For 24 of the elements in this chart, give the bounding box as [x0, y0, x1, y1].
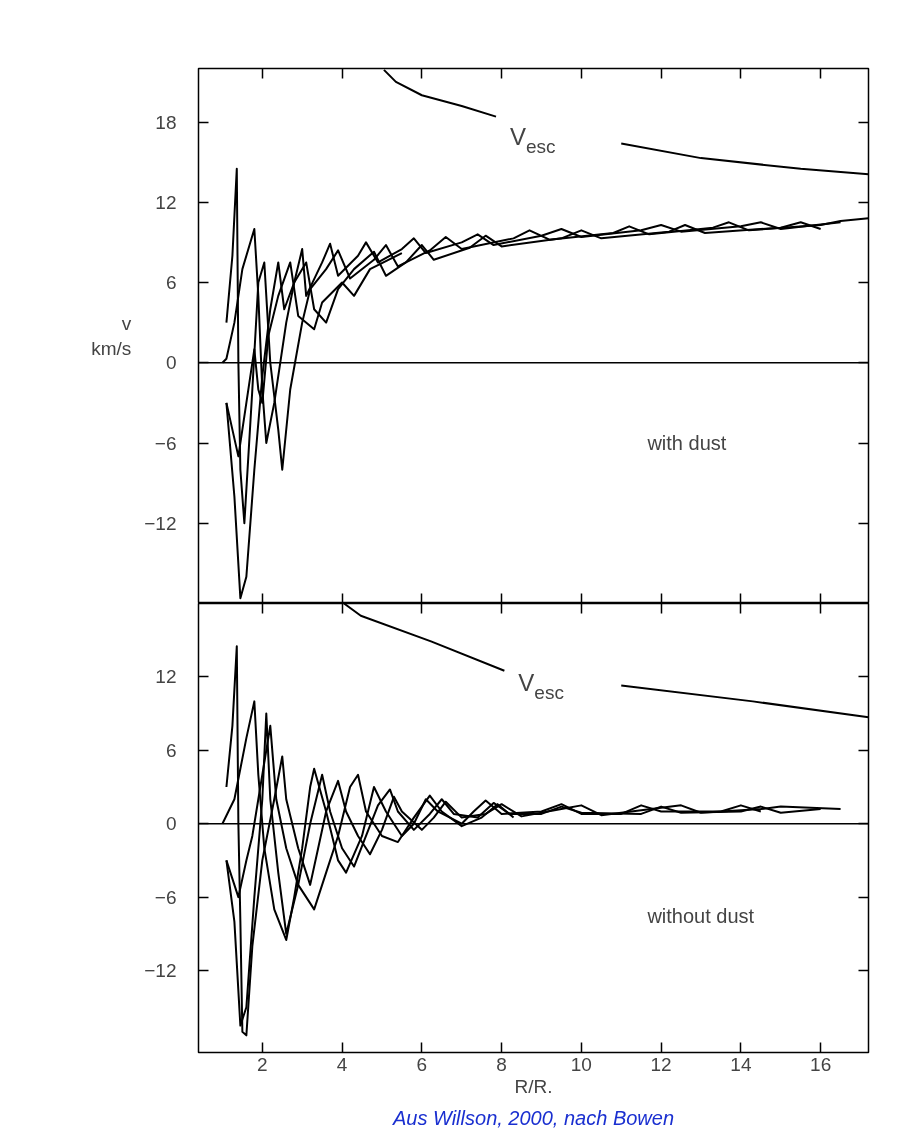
- y-tick-label: 18: [155, 111, 177, 133]
- text: Aus Willson, 2000, nach Bowen: [391, 1106, 675, 1129]
- annotation: without dust: [646, 904, 755, 927]
- y-tick-label: −12: [144, 512, 177, 534]
- y-tick-label: 12: [155, 666, 177, 688]
- x-axis-title: R/R.: [514, 1075, 553, 1097]
- y-axis-title: v km/s: [91, 312, 132, 360]
- x-tick-label: 12: [650, 1053, 672, 1075]
- x-tick-label: 14: [730, 1053, 752, 1075]
- x-tick-label: 6: [416, 1053, 428, 1075]
- y-tick-label: 6: [165, 272, 177, 293]
- x-tick-label: 16: [810, 1053, 832, 1075]
- y-tick-label: 6: [165, 739, 177, 761]
- x-tick-label: 8: [496, 1053, 507, 1075]
- x-tick-label: 2: [257, 1053, 268, 1075]
- annotation: with dust: [646, 431, 727, 454]
- y-tick-label: 0: [165, 813, 177, 835]
- y-tick-label: 0: [165, 352, 177, 374]
- y-tick-label: −6: [154, 886, 177, 908]
- y-tick-label: 12: [155, 191, 177, 213]
- x-tick-label: 4: [336, 1053, 348, 1075]
- x-tick-label: 10: [570, 1053, 592, 1075]
- y-tick-label: −12: [144, 960, 177, 982]
- y-tick-label: −6: [154, 432, 177, 454]
